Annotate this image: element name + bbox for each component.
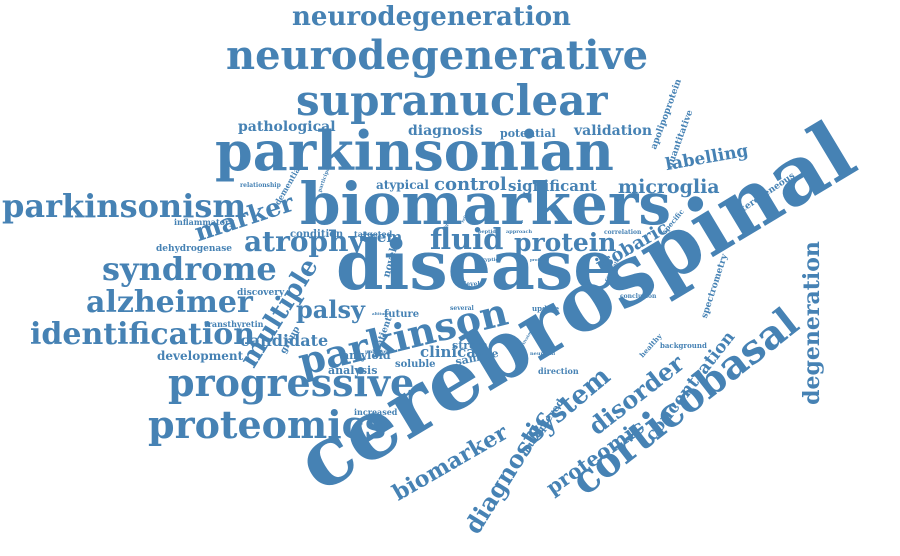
word: discovery: [237, 288, 285, 298]
word: parkinsonism: [2, 187, 247, 225]
word: neuronal: [530, 351, 556, 357]
word: clinical: [420, 343, 482, 361]
word: direction: [538, 366, 579, 376]
word: neurodegenerative: [226, 32, 649, 79]
word: validation: [574, 123, 653, 139]
word: future: [384, 309, 420, 320]
word: unbiased: [365, 349, 391, 355]
word: microglia: [618, 176, 720, 198]
word: syndrome: [102, 250, 277, 288]
word: palsy: [296, 295, 365, 324]
word: correlation: [604, 229, 642, 236]
word: degeneration: [798, 241, 825, 405]
word: method: [506, 219, 523, 224]
word: profiling: [530, 257, 550, 262]
word: fluid: [430, 222, 504, 256]
word: targeted: [354, 229, 393, 239]
word: strem: [452, 339, 488, 352]
word: atrophy: [244, 225, 365, 258]
word: conclusion: [620, 293, 657, 300]
word: inflammatory: [174, 217, 234, 227]
word: update: [532, 304, 560, 313]
word: biomarkers: [300, 170, 672, 238]
word: relationship: [240, 182, 281, 189]
word: increased: [354, 407, 398, 417]
word: pathological: [238, 119, 336, 135]
word: approach: [506, 229, 533, 235]
word: potential: [500, 127, 556, 140]
word: trem: [362, 228, 403, 246]
word: amyloid: [342, 349, 391, 362]
word: transthyretin: [204, 319, 264, 329]
word: disease: [336, 226, 617, 306]
word: parkinsonian: [215, 119, 614, 183]
word: level: [464, 281, 480, 288]
word: candidate: [240, 331, 329, 350]
word: background: [660, 341, 707, 350]
word: several: [450, 305, 474, 312]
word: tryptic: [480, 257, 499, 263]
word: proteomics: [148, 402, 387, 447]
word: identification: [30, 317, 256, 352]
word: peptide: [478, 229, 500, 235]
word: atypical: [376, 178, 429, 192]
word: altitude: [372, 311, 390, 316]
word: dehydrogenase: [156, 244, 233, 254]
word: development: [157, 349, 244, 363]
word: progressive: [168, 360, 415, 405]
word: alzheimer: [86, 285, 253, 320]
word: analysis: [328, 364, 378, 377]
word: protein: [514, 228, 617, 257]
word: significant: [508, 177, 597, 195]
word: soluble: [395, 359, 436, 370]
word: control: [434, 174, 507, 195]
word: diagnosis: [408, 123, 483, 139]
word: neurodegeneration: [292, 2, 571, 32]
word: supranuclear: [296, 76, 608, 125]
word: condition: [290, 229, 344, 240]
